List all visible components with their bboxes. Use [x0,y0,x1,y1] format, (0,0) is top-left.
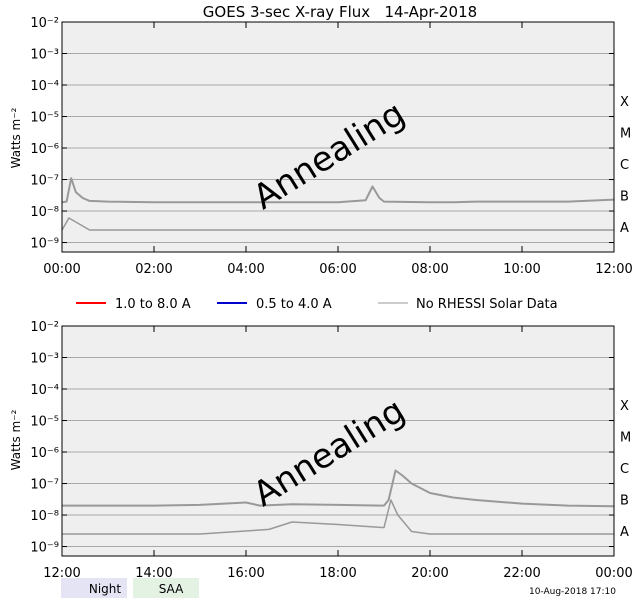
generated-timestamp: 10-Aug-2018 17:10 [529,587,616,597]
y-tick-label: 10⁻⁷ [30,174,59,189]
flux-trace-short-channel [61,217,614,231]
x-tick-label: 10:00 [503,262,540,277]
legend-label-rhessi: No RHESSI Solar Data [416,297,558,312]
flare-class-label: X [620,95,629,110]
flare-class-labels: A B C M X [620,399,631,540]
x-tick-label: 20:00 [411,566,448,581]
y-tick-label: 10⁻⁷ [30,478,59,493]
night-key-box [61,578,127,598]
x-tick-label: 04:00 [227,262,264,277]
y-tick-label: 10⁻⁹ [30,237,59,252]
y-tick-label: 10⁻⁸ [30,509,59,524]
night-key-label: Night [89,582,122,596]
flare-class-label: C [620,158,629,173]
flux-trace-short-channel [62,499,614,535]
plot-panel-upper: Annealing 10⁻⁹10⁻⁸10⁻⁷10⁻⁶10⁻⁵10⁻⁴10⁻³10… [9,16,633,277]
y-tick-label: 10⁻⁸ [30,205,59,220]
y-tick-label: 10⁻² [30,16,59,31]
plot-area [62,326,614,556]
flux-traces [62,469,615,535]
y-tick-label: 10⁻³ [30,48,59,63]
y-tick-label: 10⁻⁵ [30,415,59,430]
x-tick-label: 12:00 [595,262,632,277]
legend-label-0.5-4: 0.5 to 4.0 A [256,297,332,312]
y-axis-label: Watts m⁻² [9,409,23,470]
x-tick-label: 22:00 [503,566,540,581]
x-tick-label: 14:00 [135,566,172,581]
x-tick-label: 00:00 [43,262,80,277]
x-tick-labels: 00:00 02:00 04:00 06:00 08:00 10:00 12:00 [43,22,633,277]
saa-key-box [133,578,199,598]
y-axis-label: Watts m⁻² [9,107,23,168]
y-tick-label: 10⁻³ [30,352,59,367]
chart-title: GOES 3-sec X-ray Flux 14-Apr-2018 [203,3,477,21]
flare-class-label: C [620,462,629,477]
x-tick-label: 06:00 [319,262,356,277]
flare-class-label: B [620,493,629,508]
flare-class-label: M [620,430,631,445]
x-tick-label: 00:00 [595,566,632,581]
x-tick-label: 16:00 [227,566,264,581]
x-tick-labels: 12:00 14:00 16:00 18:00 20:00 22:00 00:00 [43,326,633,581]
gridlines [62,325,614,548]
flare-class-label: X [620,399,629,414]
flare-class-label: M [620,126,631,141]
flare-class-label: B [620,189,629,204]
y-tick-label: 10⁻⁴ [30,79,59,94]
flare-class-label: A [620,221,629,236]
flux-trace-long-channel [61,177,615,204]
saa-key-label: SAA [159,582,184,596]
y-tick-label: 10⁻² [30,320,59,335]
y-tick-label: 10⁻⁹ [30,541,59,556]
x-tick-label: 08:00 [411,262,448,277]
flare-class-label: A [620,525,629,540]
y-tick-label: 10⁻⁵ [30,111,59,126]
flux-traces [61,177,615,231]
plot-area [62,22,614,252]
flare-class-labels: A B C M X [620,95,631,236]
x-tick-label: 12:00 [43,566,80,581]
y-tick-label: 10⁻⁴ [30,383,59,398]
y-tick-labels: 10⁻⁹ 10⁻⁸ 10⁻⁷ 10⁻⁶ 10⁻⁵ 10⁻⁴ 10⁻³ 10⁻² [30,320,614,556]
y-tick-labels: 10⁻⁹ 10⁻⁸ 10⁻⁷ 10⁻⁶ 10⁻⁵ 10⁻⁴ 10⁻³ 10⁻² [30,16,614,252]
legend-label-1-8: 1.0 to 8.0 A [115,297,191,312]
y-tick-label: 10⁻⁶ [30,446,59,461]
y-tick-label: 10⁻⁶ [30,142,59,157]
flux-trace-long-channel [62,469,615,508]
x-tick-label: 18:00 [319,566,356,581]
x-tick-label: 02:00 [135,262,172,277]
plot-panel-lower: Annealing 10⁻⁹10⁻⁸10⁻⁷10⁻⁶10⁻⁵10⁻⁴10⁻³10… [9,320,633,581]
legend: 1.0 to 8.0 A 0.5 to 4.0 A No RHESSI Sola… [76,297,558,312]
